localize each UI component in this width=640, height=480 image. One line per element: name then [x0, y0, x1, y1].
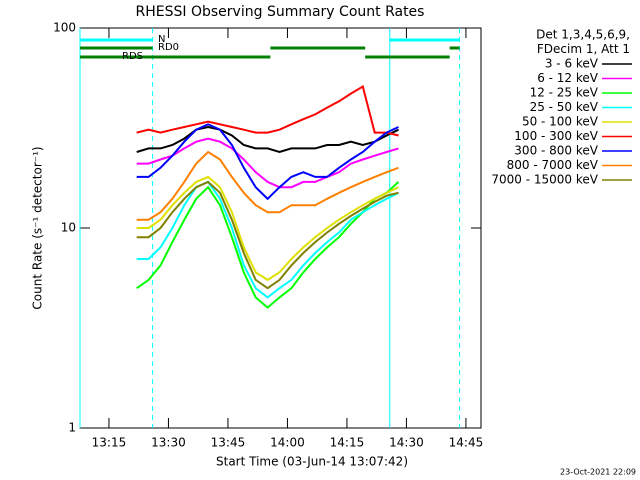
legend-label: 6 - 12 keV — [537, 71, 599, 85]
legend-label: 800 - 7000 keV — [507, 158, 599, 172]
legend-label: 100 - 300 keV — [514, 129, 598, 143]
series-line — [136, 125, 399, 154]
x-axis-label: Start Time (03-Jun-14 13:07:42) — [216, 455, 408, 469]
legend-label: 25 - 50 keV — [530, 100, 599, 114]
series-line — [136, 181, 400, 309]
series-line — [136, 175, 399, 282]
x-tick-label: 14:30 — [389, 436, 424, 450]
x-tick-label: 14:45 — [449, 436, 484, 450]
y-tick-label: 1 — [68, 421, 76, 435]
legend-label: 3 - 6 keV — [545, 57, 599, 71]
x-tick-label: 13:30 — [151, 436, 186, 450]
series-line — [136, 123, 399, 201]
flag-label: RDS — [122, 51, 143, 62]
y-axis-label: Count Rate (s⁻¹ detector⁻¹) — [31, 146, 45, 309]
legend-label: 50 - 100 keV — [522, 115, 599, 129]
x-tick-label: 13:45 — [211, 436, 246, 450]
footer: 23-Oct-2021 22:09 — [560, 468, 636, 477]
series-line — [136, 180, 399, 290]
legend-label: 300 - 800 keV — [514, 144, 598, 158]
series-line — [136, 150, 399, 221]
y-tick-label: 100 — [53, 21, 76, 35]
x-tick-label: 13:15 — [92, 436, 127, 450]
x-tick-label: 14:00 — [270, 436, 305, 450]
series-line — [136, 137, 399, 189]
legend-label: 7000 - 15000 keV — [491, 173, 598, 187]
flag-label: N — [158, 34, 165, 45]
flag-label: RD0 — [158, 42, 179, 53]
x-tick-label: 14:15 — [330, 436, 365, 450]
y-tick-label: 10 — [61, 221, 76, 235]
chart-title: RHESSI Observing Summary Count Rates — [136, 4, 425, 20]
legend-label: 12 - 25 keV — [530, 86, 599, 100]
series-line — [136, 180, 399, 299]
legend-header: FDecim 1, Att 1 — [537, 42, 630, 56]
series-line — [136, 84, 399, 137]
legend-header: Det 1,3,4,5,6,9, — [536, 28, 630, 42]
